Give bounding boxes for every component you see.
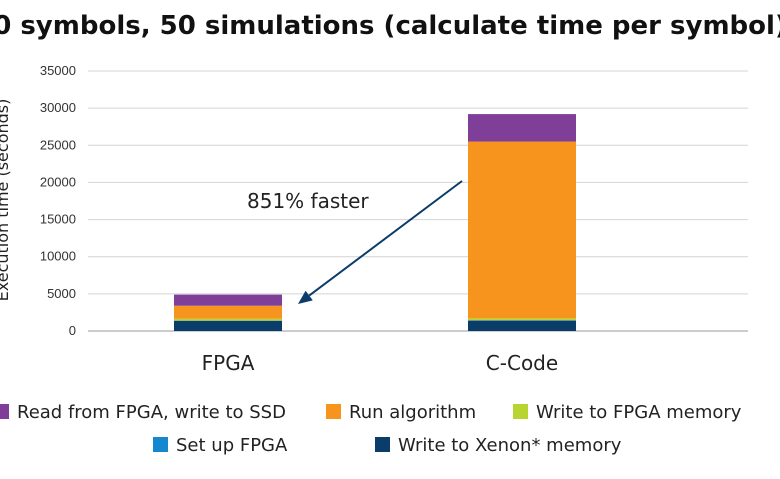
y-tick-label: 25000 [40, 137, 76, 152]
y-tick-label: 35000 [40, 63, 76, 78]
annotation-text: 851% faster [247, 189, 369, 213]
gridlines [88, 70, 748, 332]
legend-swatch [153, 437, 168, 452]
legend: Read from FPGA, write to SSD Run algorith… [0, 402, 742, 456]
bar-segment [468, 141, 576, 319]
x-category-label: FPGA [202, 351, 255, 375]
bar-segment [174, 320, 282, 331]
legend-label: Read from FPGA, write to SSD [17, 402, 286, 423]
y-tick-label: 15000 [40, 212, 76, 227]
y-tick-label: 5000 [47, 286, 76, 301]
bar-segment [468, 320, 576, 331]
legend-swatch [326, 404, 341, 419]
x-category-label: C-Code [486, 351, 558, 375]
bar-segment [174, 318, 282, 321]
y-axis-label: Execution time (seconds) [0, 99, 12, 302]
y-axis-ticks: 0 5000 10000 15000 20000 25000 30000 35000 [40, 63, 76, 338]
x-axis-categories: FPGA C-Code [202, 351, 559, 375]
y-tick-label: 10000 [40, 249, 76, 264]
y-tick-label: 30000 [40, 100, 76, 115]
annotation: 851% faster [247, 180, 463, 304]
legend-label: Set up FPGA [176, 435, 288, 456]
bar-segment [174, 305, 282, 319]
legend-swatch [513, 404, 528, 419]
chart-title: 0 symbols, 50 simulations (calculate tim… [0, 11, 780, 41]
legend-label: Write to Xenon* memory [398, 435, 622, 456]
bar-segment [468, 114, 576, 142]
y-tick-label: 0 [69, 323, 76, 338]
annotation-arrow [308, 180, 463, 297]
legend-label: Write to FPGA memory [536, 402, 742, 423]
y-tick-label: 20000 [40, 174, 76, 189]
legend-swatch [375, 437, 390, 452]
legend-swatch [0, 404, 9, 419]
legend-label: Run algorithm [349, 402, 476, 423]
bar-segment [174, 294, 282, 306]
bars [174, 114, 576, 331]
bar-segment [468, 318, 576, 321]
annotation-arrowhead [298, 290, 313, 304]
